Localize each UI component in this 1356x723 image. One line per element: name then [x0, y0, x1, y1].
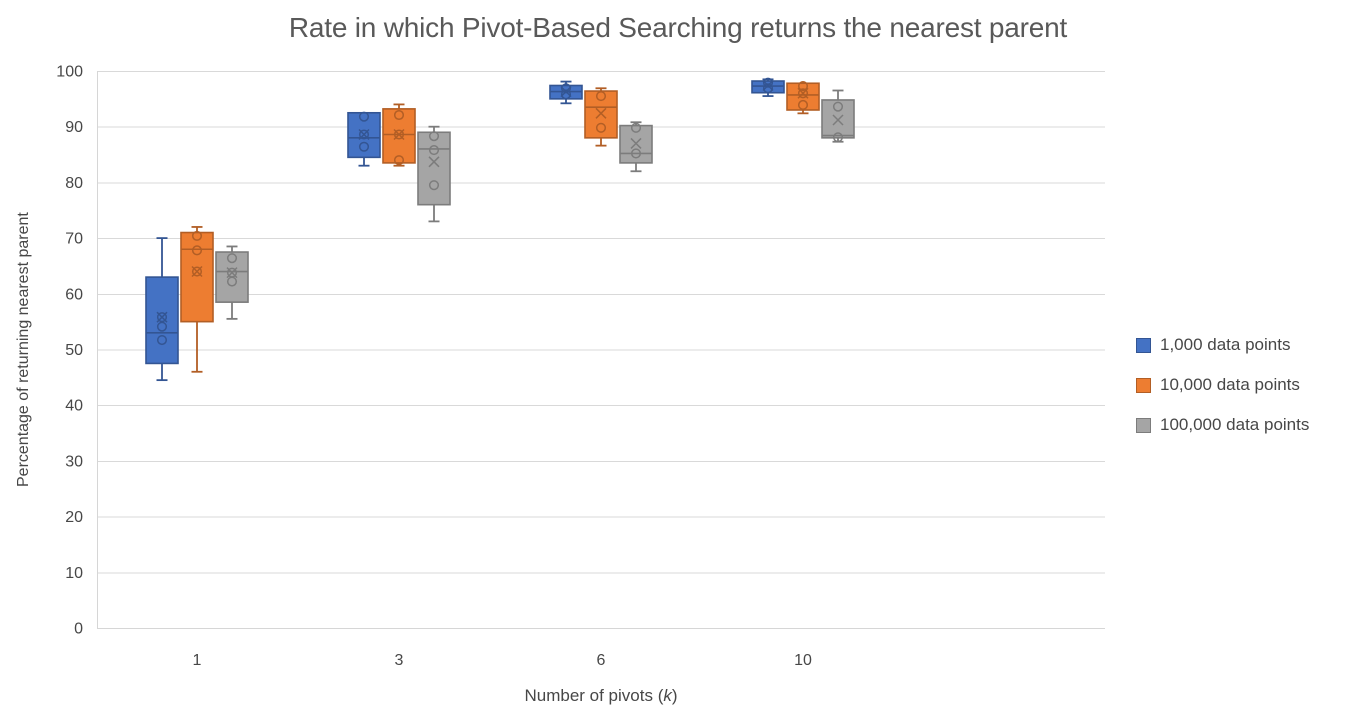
data-point-marker: [393, 109, 405, 121]
data-point-marker: [832, 132, 844, 143]
y-tick-label: 50: [65, 342, 83, 359]
data-point-marker: [428, 145, 440, 156]
x-category-label: 10: [794, 652, 812, 669]
box-s2-c3: [821, 89, 855, 143]
x-axis-title: Number of pivots (k): [97, 686, 1105, 706]
data-point-marker: [156, 312, 168, 323]
data-point-marker: [595, 122, 607, 133]
y-axis-title: Percentage of returning nearest parent: [15, 212, 32, 487]
data-point-marker: [762, 83, 774, 94]
series-1: [180, 80, 820, 373]
legend-label-1000: 1,000 data points: [1160, 335, 1291, 354]
data-point-marker: [762, 77, 774, 88]
data-point-marker: [358, 141, 370, 152]
y-tick-label: 30: [65, 453, 83, 470]
x-category-labels: 1 3 6 10: [193, 652, 812, 669]
data-point-marker: [191, 230, 203, 241]
legend-item-1000: 1,000 data points: [1136, 335, 1309, 355]
x-axis-title-suffix: ): [671, 686, 678, 705]
data-point-marker: [393, 129, 405, 140]
box-s1-c1: [382, 103, 416, 167]
data-point-marker: [797, 99, 809, 111]
data-point-marker: [358, 129, 370, 140]
box-s1-c2: [584, 87, 618, 147]
data-point-marker: [797, 88, 809, 99]
gridlines: [97, 71, 1105, 629]
legend-swatch-10000: [1136, 377, 1151, 393]
box-s1-c3: [786, 80, 820, 115]
data-point-marker: [358, 111, 370, 122]
x-category-label: 6: [597, 652, 606, 669]
series-2: [215, 89, 855, 320]
box-s2-c0: [215, 245, 249, 320]
data-point-marker: [226, 253, 238, 264]
y-tick-label: 60: [65, 286, 83, 303]
box-s0-c3: [751, 77, 785, 97]
data-point-marker: [191, 266, 203, 277]
y-tick-label: 100: [56, 64, 83, 81]
data-point-marker: [226, 276, 238, 287]
legend-item-10000: 10,000 data points: [1136, 375, 1309, 395]
series-0: [145, 77, 785, 382]
data-point-marker: [560, 89, 572, 100]
legend-item-100000: 100,000 data points: [1136, 415, 1309, 435]
data-point-marker: [191, 245, 203, 256]
x-axis-title-variable: k: [663, 686, 672, 705]
x-axis-title-text: Number of pivots (: [524, 686, 664, 705]
data-point-marker: [595, 91, 607, 102]
box-s1-c0: [180, 226, 214, 373]
data-point-marker: [832, 101, 844, 112]
chart-title: Rate in which Pivot-Based Searching retu…: [288, 12, 1068, 43]
legend: 1,000 data points 10,000 data points 100…: [1136, 335, 1309, 435]
y-tick-label: 20: [65, 509, 83, 526]
data-point-marker: [797, 80, 809, 92]
box-s0-c1: [347, 111, 381, 167]
y-tick-label: 10: [65, 565, 83, 582]
data-point-marker: [428, 180, 440, 191]
box-s2-c2: [619, 121, 653, 173]
y-tick-label: 40: [65, 398, 83, 415]
data-point-marker: [630, 148, 642, 159]
y-tick-labels: 0 10 20 30 40 50 60 70 80 90 100: [56, 64, 83, 638]
legend-label-10000: 10,000 data points: [1160, 375, 1300, 394]
data-point-marker: [630, 122, 642, 133]
data-point-marker: [156, 334, 168, 346]
x-category-label: 3: [395, 652, 404, 669]
axis-lines: [97, 71, 1105, 629]
legend-swatch-1000: [1136, 337, 1151, 353]
legend-label-100000: 100,000 data points: [1160, 415, 1310, 434]
legend-swatch-100000: [1136, 417, 1151, 433]
box-s2-c1: [417, 125, 451, 223]
y-tick-label: 0: [74, 621, 83, 638]
y-tick-label: 80: [65, 175, 83, 192]
data-point-marker: [393, 155, 405, 166]
y-tick-label: 70: [65, 231, 83, 248]
y-tick-label: 90: [65, 119, 83, 136]
x-category-label: 1: [193, 652, 202, 669]
box-s0-c0: [145, 237, 179, 382]
box-s0-c2: [549, 80, 583, 105]
data-point-marker: [428, 131, 440, 142]
data-point-marker: [156, 321, 168, 332]
